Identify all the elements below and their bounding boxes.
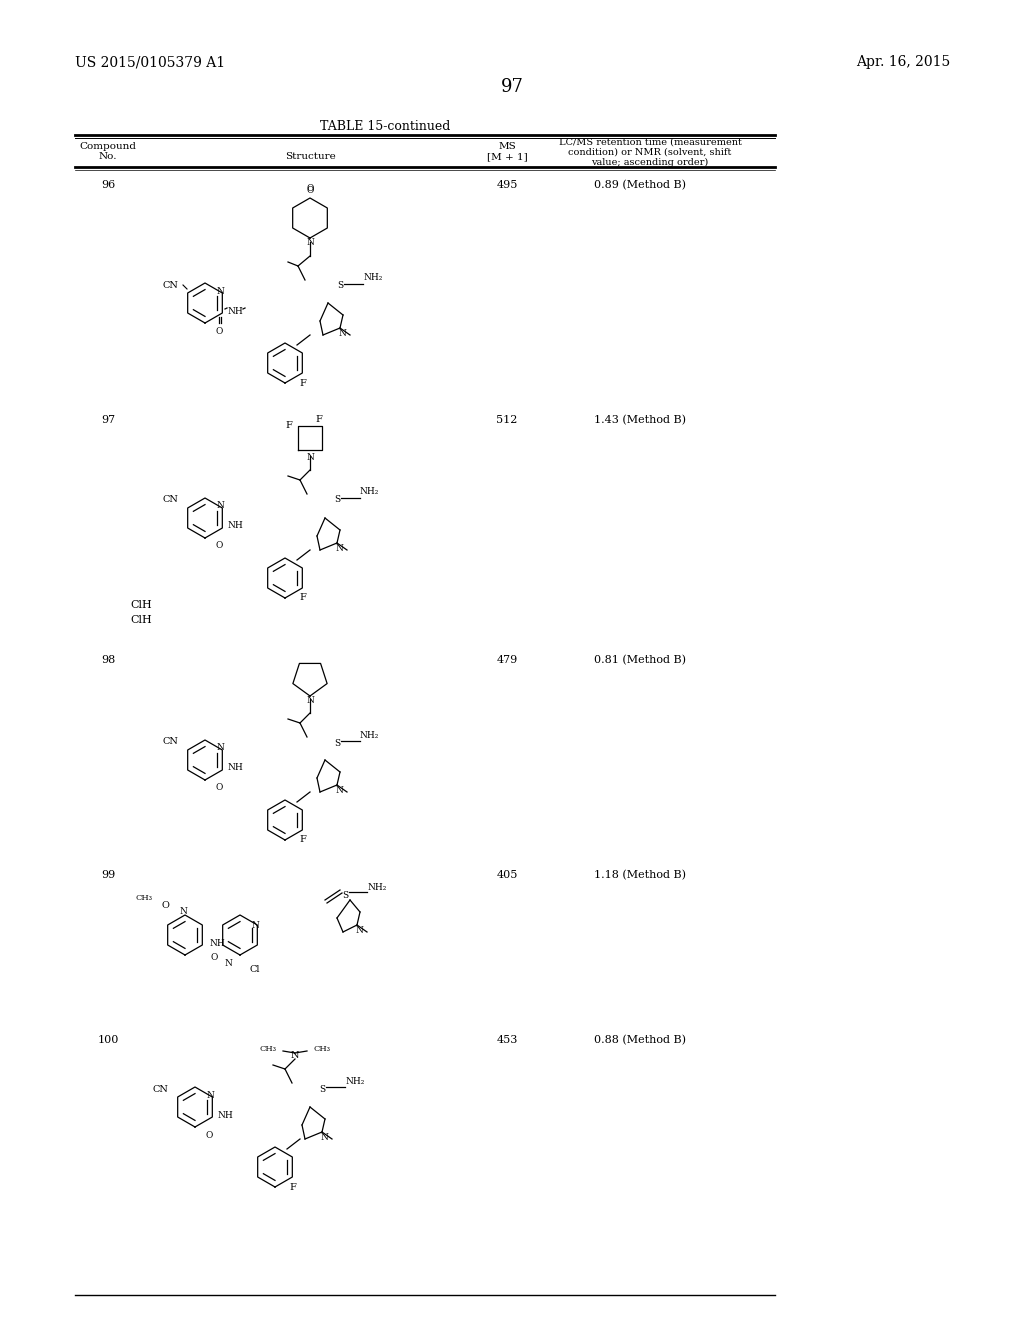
- Text: NH₂: NH₂: [367, 883, 386, 892]
- Text: CN: CN: [162, 281, 178, 289]
- Text: No.: No.: [98, 152, 118, 161]
- Text: 453: 453: [497, 1035, 518, 1045]
- Text: 96: 96: [101, 180, 115, 190]
- Text: N: N: [355, 927, 362, 935]
- Text: 1.18 (Method B): 1.18 (Method B): [594, 870, 686, 880]
- Text: 98: 98: [101, 655, 115, 665]
- Text: NH: NH: [227, 521, 243, 531]
- Text: O: O: [215, 784, 222, 792]
- Text: N: N: [179, 908, 187, 916]
- Text: Apr. 16, 2015: Apr. 16, 2015: [856, 55, 950, 69]
- Text: 97: 97: [501, 78, 523, 96]
- Text: N: N: [251, 920, 259, 929]
- Text: 0.89 (Method B): 0.89 (Method B): [594, 180, 686, 190]
- Text: S: S: [318, 1085, 325, 1093]
- Text: N: N: [335, 544, 343, 553]
- Text: NH₂: NH₂: [345, 1077, 365, 1085]
- Text: N: N: [206, 1090, 214, 1100]
- Text: LC/MS retention time (measurement: LC/MS retention time (measurement: [558, 139, 741, 147]
- Text: 97: 97: [101, 414, 115, 425]
- Text: F: F: [300, 379, 306, 388]
- Text: CH₃: CH₃: [313, 1045, 330, 1053]
- Text: NH₂: NH₂: [360, 487, 379, 496]
- Text: CN: CN: [162, 495, 178, 504]
- Text: O: O: [211, 953, 218, 961]
- Text: N: N: [216, 743, 224, 752]
- Text: N: N: [321, 1133, 328, 1142]
- Text: N: N: [224, 958, 232, 968]
- Text: NH: NH: [209, 939, 225, 948]
- Text: Cl: Cl: [250, 965, 260, 974]
- Text: F: F: [290, 1183, 296, 1192]
- Text: condition) or NMR (solvent, shift: condition) or NMR (solvent, shift: [568, 148, 732, 157]
- Text: NH₂: NH₂: [362, 273, 382, 282]
- Text: ClH: ClH: [130, 601, 152, 610]
- Text: NH: NH: [227, 763, 243, 772]
- Text: O: O: [215, 326, 222, 335]
- Text: F: F: [315, 416, 322, 425]
- Text: 512: 512: [497, 414, 518, 425]
- Text: N: N: [306, 453, 314, 462]
- Text: O: O: [306, 183, 313, 193]
- Text: N: N: [216, 502, 224, 511]
- Text: NH: NH: [227, 306, 243, 315]
- Text: 495: 495: [497, 180, 518, 190]
- Text: O: O: [215, 541, 222, 550]
- Text: NH: NH: [217, 1110, 232, 1119]
- Text: O: O: [206, 1130, 213, 1139]
- Text: Compound: Compound: [80, 143, 136, 150]
- Text: TABLE 15-continued: TABLE 15-continued: [319, 120, 451, 133]
- Text: F: F: [300, 836, 306, 845]
- Text: CH₃: CH₃: [260, 1045, 278, 1053]
- Text: S: S: [334, 495, 340, 504]
- Text: N: N: [216, 286, 224, 296]
- Text: N: N: [338, 329, 346, 338]
- Text: Structure: Structure: [285, 152, 336, 161]
- Text: MS: MS: [498, 143, 516, 150]
- Text: O: O: [306, 186, 313, 195]
- Text: NH₂: NH₂: [360, 730, 379, 739]
- Text: CN: CN: [153, 1085, 168, 1093]
- Text: 405: 405: [497, 870, 518, 880]
- Text: N: N: [335, 785, 343, 795]
- Text: N: N: [306, 696, 314, 705]
- Text: F: F: [300, 594, 306, 602]
- Text: CH₃: CH₃: [136, 894, 153, 902]
- Text: CN: CN: [162, 738, 178, 747]
- Text: 0.88 (Method B): 0.88 (Method B): [594, 1035, 686, 1045]
- Text: S: S: [334, 738, 340, 747]
- Text: F: F: [285, 421, 292, 430]
- Text: ClH: ClH: [130, 615, 152, 624]
- Text: N: N: [291, 1051, 299, 1060]
- Text: N: N: [306, 238, 314, 247]
- Text: S: S: [337, 281, 343, 290]
- Text: 100: 100: [97, 1035, 119, 1045]
- Text: 99: 99: [101, 870, 115, 880]
- Text: 1.43 (Method B): 1.43 (Method B): [594, 414, 686, 425]
- Text: 479: 479: [497, 655, 517, 665]
- Text: US 2015/0105379 A1: US 2015/0105379 A1: [75, 55, 225, 69]
- Text: value; ascending order): value; ascending order): [592, 158, 709, 168]
- Text: [M + 1]: [M + 1]: [486, 152, 527, 161]
- Text: 0.81 (Method B): 0.81 (Method B): [594, 655, 686, 665]
- Text: S: S: [342, 891, 348, 899]
- Text: O: O: [161, 900, 169, 909]
